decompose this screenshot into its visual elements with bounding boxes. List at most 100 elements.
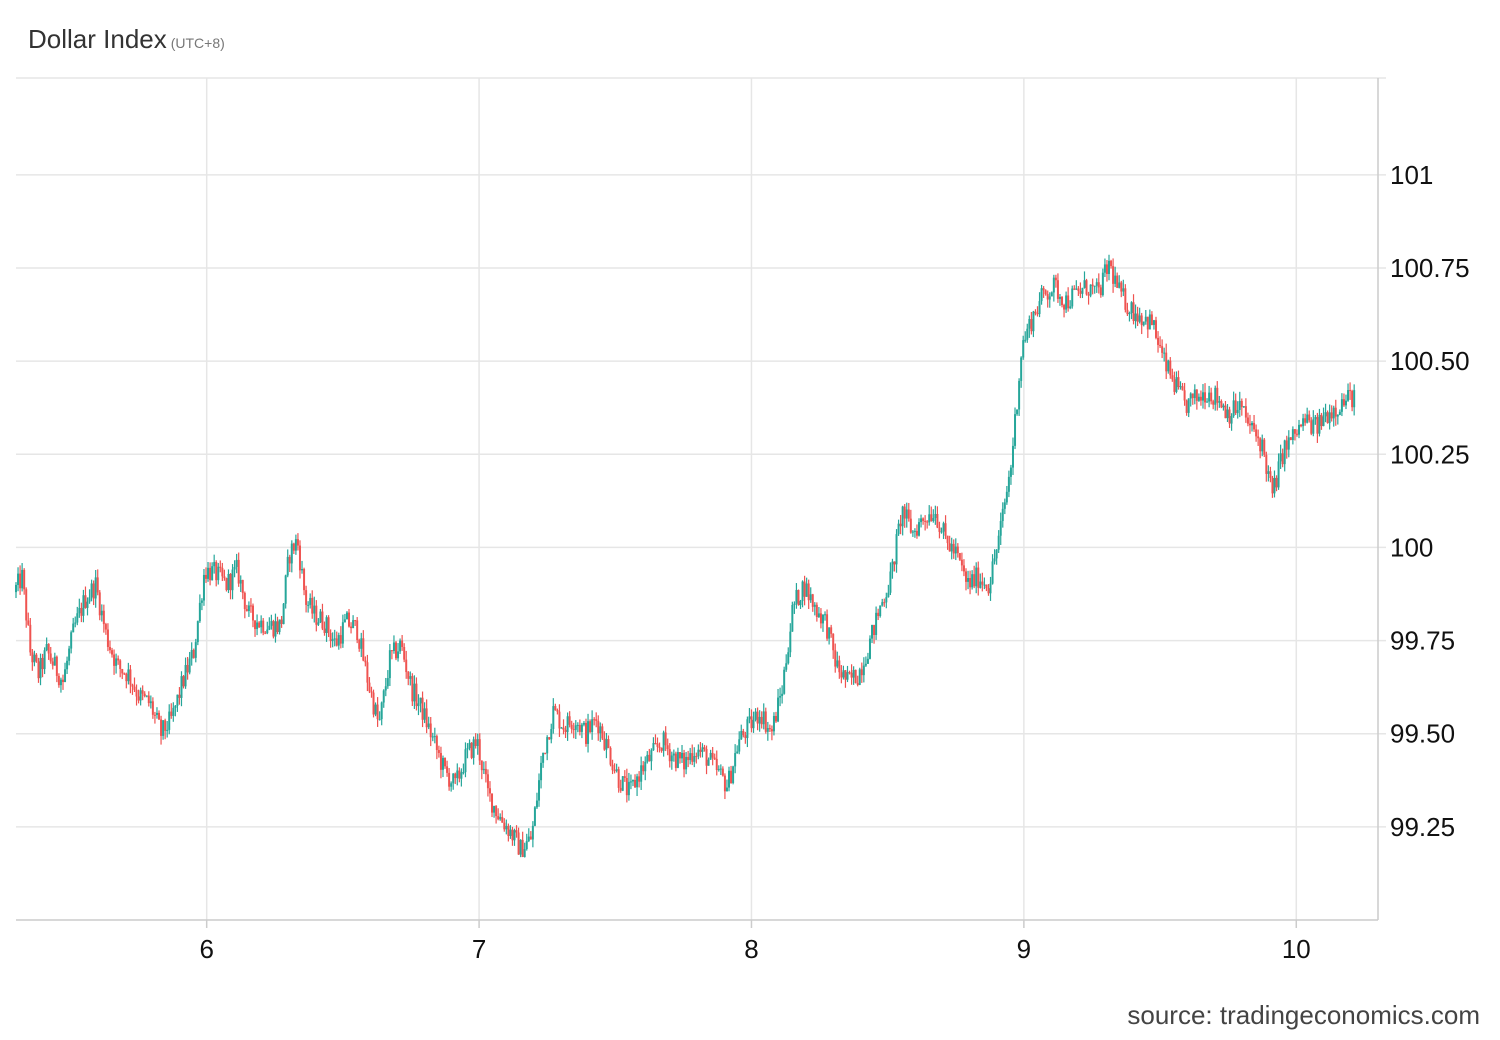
candle-down — [756, 711, 759, 724]
candle-up — [45, 644, 48, 651]
candle-down — [131, 684, 134, 687]
candle-down — [703, 747, 706, 749]
candle-down — [480, 760, 483, 771]
candle-down — [415, 683, 418, 707]
candle-up — [676, 752, 679, 768]
candle-up — [66, 660, 69, 670]
candle-up — [1032, 311, 1035, 332]
candle-up — [546, 737, 549, 754]
candle-down — [280, 619, 283, 624]
candle-up — [862, 665, 865, 676]
candle-up — [384, 686, 387, 691]
candle-down — [25, 589, 28, 621]
candle-up — [533, 807, 536, 826]
candle-down — [521, 839, 524, 857]
candle-down — [1044, 290, 1047, 295]
candle-down — [488, 788, 491, 794]
candle-up — [139, 690, 142, 701]
candle-down — [1316, 417, 1319, 434]
candle-up — [466, 748, 469, 750]
candle-up — [752, 719, 755, 729]
candle-down — [106, 629, 109, 647]
candle-down — [850, 672, 853, 678]
candle-down — [401, 640, 404, 647]
candle-up — [1014, 414, 1017, 446]
candle-down — [1246, 417, 1249, 424]
candle-down — [617, 769, 620, 788]
candle-down — [292, 543, 295, 551]
candle-up — [456, 770, 459, 779]
candle-up — [740, 730, 743, 740]
candle-up — [762, 711, 765, 725]
candle-up — [652, 743, 655, 751]
candle-down — [497, 816, 500, 820]
candle-up — [190, 649, 193, 659]
candle-up — [1005, 491, 1008, 503]
candle-down — [838, 660, 841, 673]
candle-down — [327, 617, 330, 634]
candle-down — [960, 559, 963, 566]
candle-up — [194, 642, 197, 658]
candle-up — [644, 761, 647, 772]
candle-up — [621, 776, 624, 791]
candle-down — [444, 757, 447, 767]
candle-up — [858, 669, 861, 685]
candle-down — [249, 605, 252, 607]
candle-down — [721, 768, 724, 776]
candle-down — [1281, 453, 1284, 465]
candle-down — [61, 679, 64, 683]
candle-down — [35, 654, 38, 662]
candle-down — [470, 742, 473, 758]
candle-down — [102, 610, 105, 625]
candle-up — [709, 752, 712, 760]
candle-down — [1199, 396, 1202, 401]
candle-up — [162, 720, 165, 736]
candle-up — [76, 613, 79, 623]
candle-up — [787, 652, 790, 664]
chart-title-text: Dollar Index — [28, 24, 167, 54]
candle-up — [799, 601, 802, 606]
candle-up — [736, 751, 739, 754]
candle-down — [1112, 266, 1115, 284]
candle-down — [474, 739, 477, 746]
candle-up — [1283, 440, 1286, 465]
candle-down — [860, 669, 863, 676]
candle-down — [1248, 423, 1251, 426]
candle-down — [164, 720, 167, 731]
candle-up — [824, 614, 827, 616]
candle-down — [1263, 439, 1266, 455]
candle-up — [1011, 445, 1014, 468]
candle-up — [235, 559, 238, 567]
candle-down — [186, 664, 189, 673]
candle-down — [1181, 386, 1184, 391]
candle-up — [1332, 407, 1335, 419]
candle-down — [135, 689, 138, 697]
candle-down — [948, 543, 951, 552]
candle-down — [930, 514, 933, 521]
candle-down — [1079, 290, 1082, 294]
candle-down — [619, 787, 622, 791]
candle-up — [640, 765, 643, 782]
candle-down — [1204, 392, 1207, 403]
candle-up — [1344, 400, 1347, 406]
candle-up — [70, 632, 73, 649]
candle-down — [807, 583, 810, 601]
candle-down — [695, 756, 698, 758]
candle-down — [877, 612, 880, 617]
candle-up — [433, 736, 436, 738]
candle-up — [1277, 461, 1280, 488]
candle-up — [1230, 416, 1233, 424]
candle-up — [309, 597, 312, 605]
candle-up — [627, 781, 630, 796]
candle-up — [1273, 477, 1276, 494]
candle-down — [41, 657, 44, 670]
candle-down — [403, 646, 406, 660]
candle-up — [934, 513, 937, 519]
candle-up — [1328, 412, 1331, 424]
candle-up — [239, 580, 242, 584]
candle-up — [967, 578, 970, 582]
candle-down — [1126, 309, 1129, 315]
candle-up — [68, 648, 71, 661]
candle-up — [689, 753, 692, 761]
candle-up — [783, 669, 786, 694]
